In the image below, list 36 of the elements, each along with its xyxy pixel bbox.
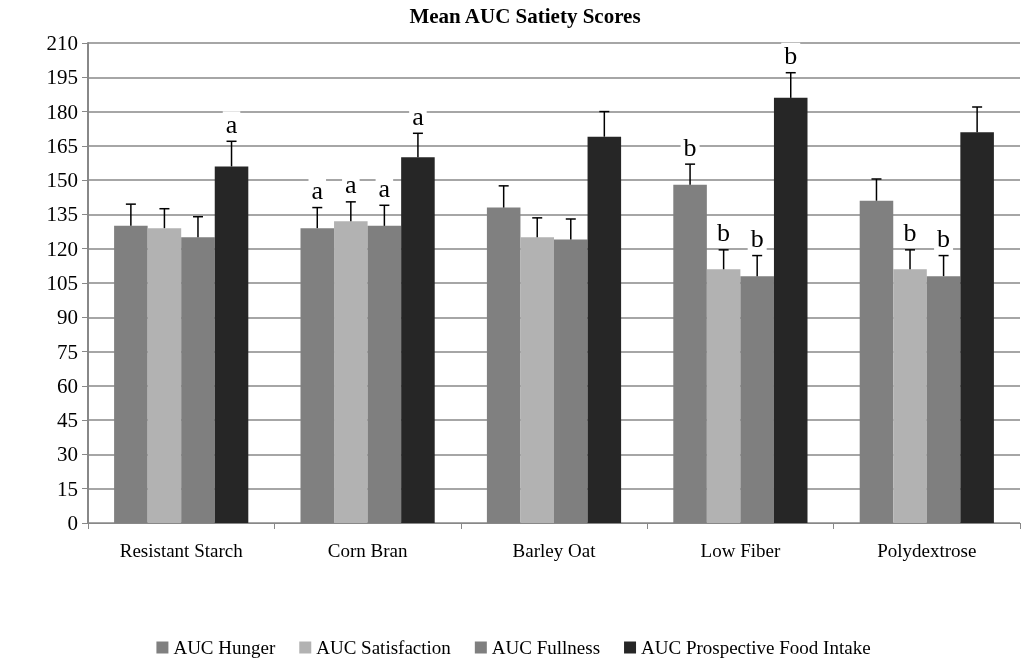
y-tick-label: 180 bbox=[46, 99, 78, 124]
x-tick-label: Resistant Starch bbox=[119, 540, 244, 561]
data-label: a bbox=[311, 176, 324, 206]
y-tick-label: 90 bbox=[57, 305, 78, 330]
y-tick-label: 165 bbox=[46, 133, 78, 158]
legend-label: AUC Satisfaction bbox=[316, 637, 452, 658]
y-tick-label: 75 bbox=[57, 339, 78, 364]
data-label: a bbox=[345, 170, 358, 200]
data-label: a bbox=[412, 101, 425, 131]
data-label: b bbox=[937, 224, 951, 254]
legend-label: AUC Prospective Food Intake bbox=[641, 637, 871, 658]
x-tick-label: Low Fiber bbox=[700, 540, 781, 561]
x-tick-label: Barley Oat bbox=[512, 540, 597, 561]
y-tick-label: 150 bbox=[46, 168, 78, 193]
chart-title: Mean AUC Satiety Scores bbox=[409, 3, 641, 28]
y-tick-label: 135 bbox=[46, 202, 78, 227]
y-tick-label: 0 bbox=[67, 511, 78, 535]
y-tick-label: 45 bbox=[57, 408, 78, 433]
y-tick-label: 30 bbox=[57, 442, 78, 467]
data-label: b bbox=[784, 41, 798, 71]
y-tick-label: 120 bbox=[46, 236, 78, 261]
y-tick-label: 60 bbox=[57, 373, 78, 398]
y-tick-label: 195 bbox=[46, 65, 78, 90]
data-label: b bbox=[750, 224, 764, 254]
data-label: a bbox=[225, 109, 238, 139]
x-tick-label: Polydextrose bbox=[877, 540, 977, 561]
data-label: a bbox=[378, 173, 391, 203]
data-label: b bbox=[717, 218, 731, 248]
y-tick-label: 105 bbox=[46, 271, 78, 295]
y-tick-label: 15 bbox=[57, 476, 78, 501]
x-tick-label: Corn Bran bbox=[327, 540, 408, 561]
y-tick-label: 210 bbox=[46, 31, 78, 55]
legend-label: AUC Fullness bbox=[491, 637, 601, 658]
data-label: b bbox=[683, 132, 697, 162]
data-label: b bbox=[903, 218, 917, 248]
legend-label: AUC Hunger bbox=[173, 637, 276, 658]
